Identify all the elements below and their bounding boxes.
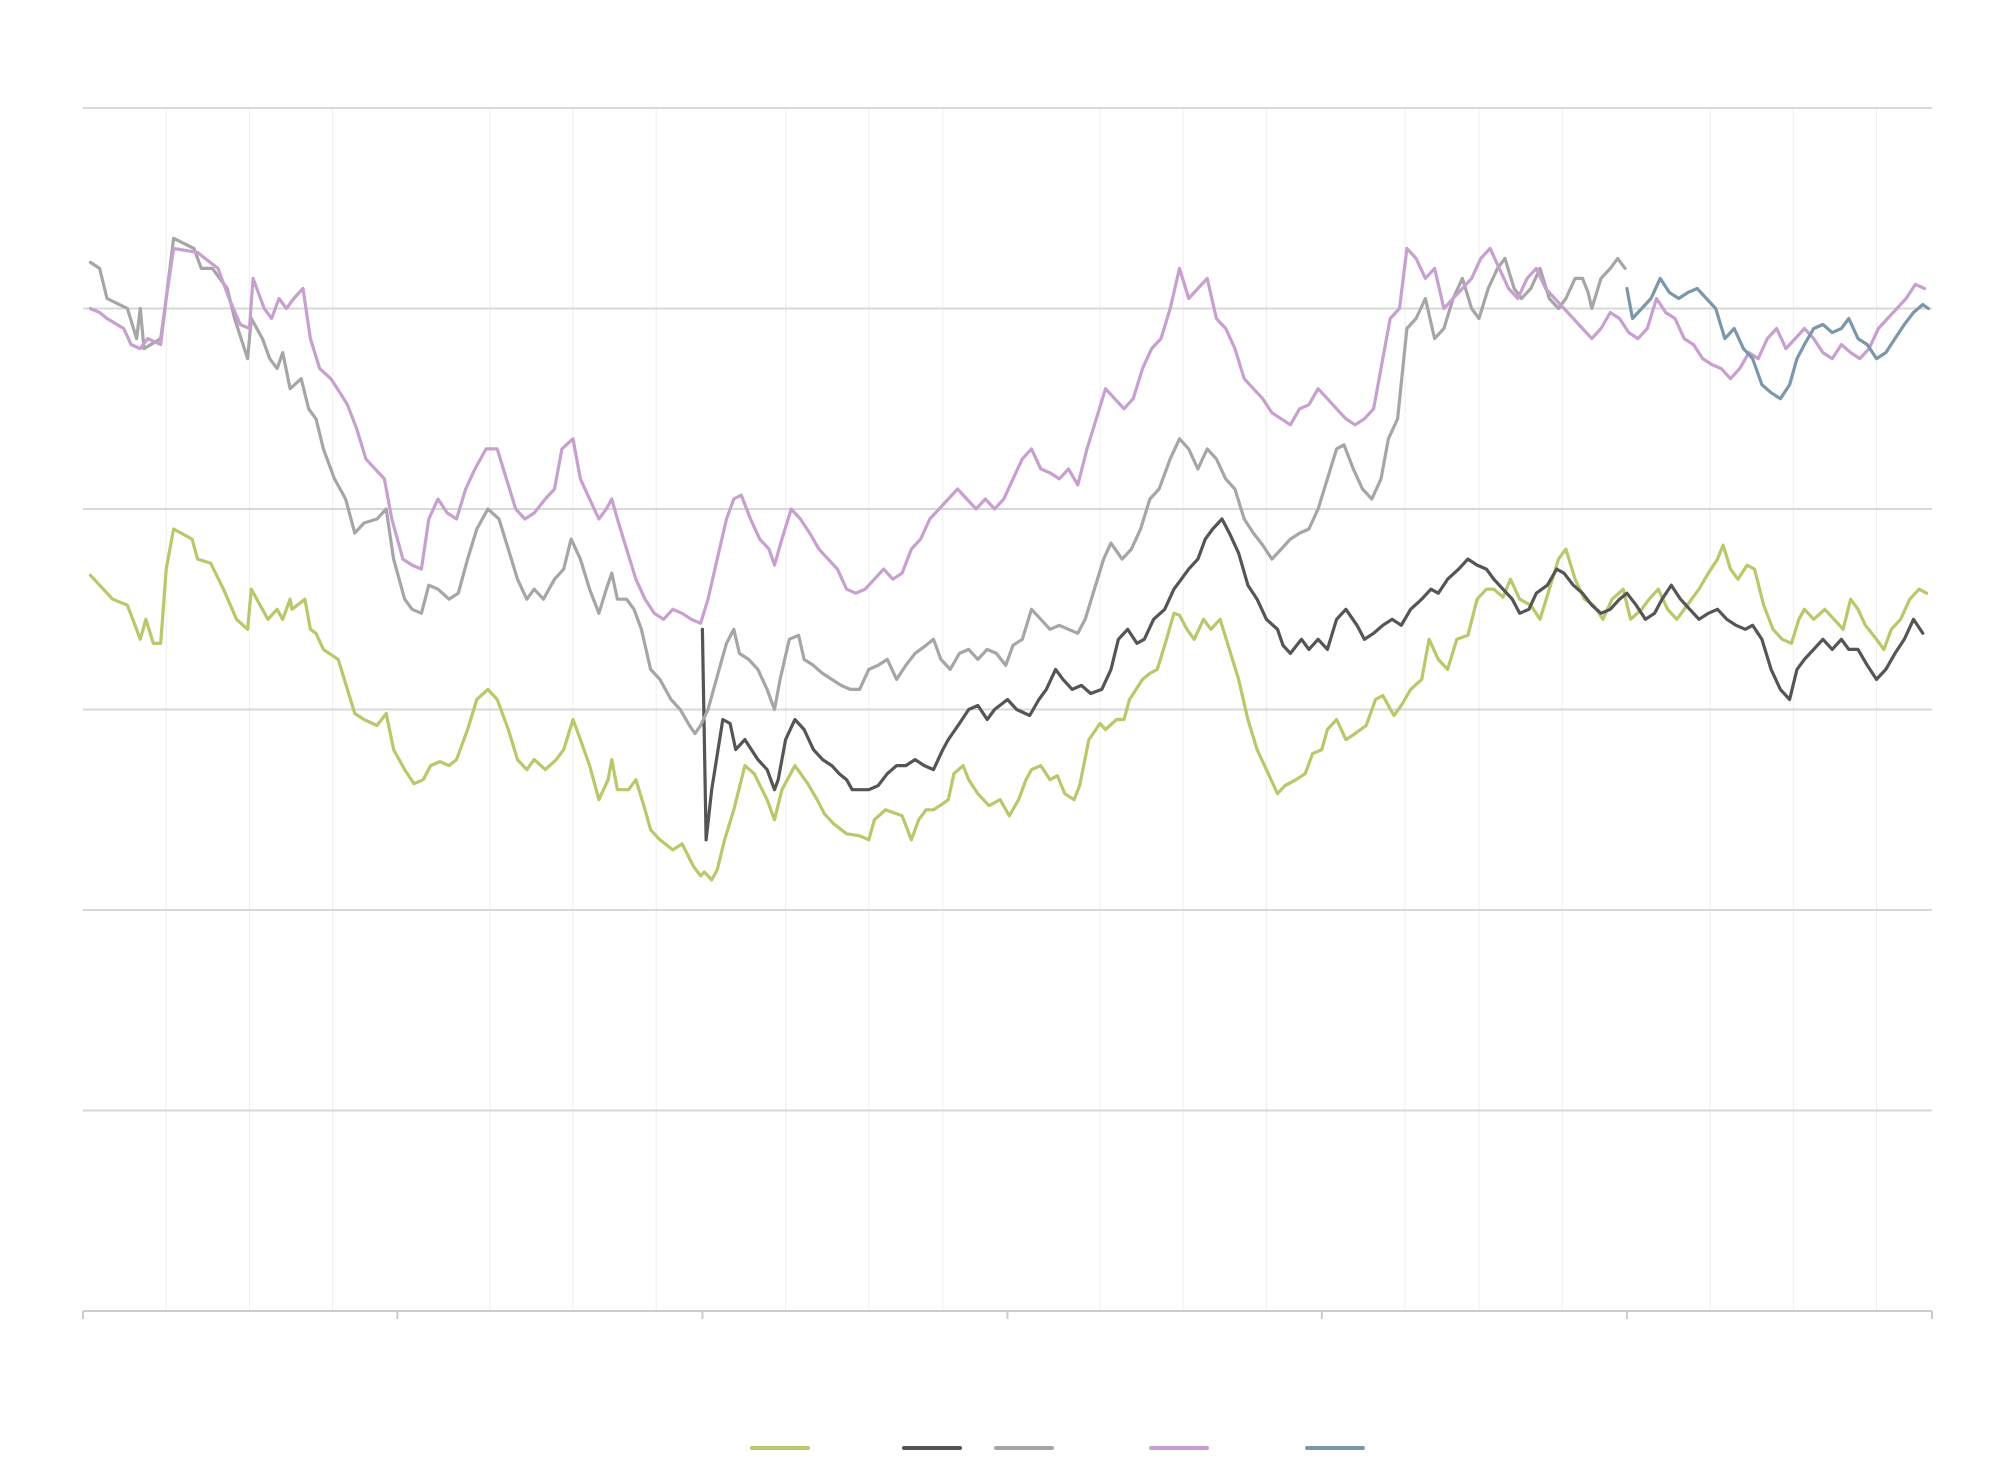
series-line-2 [700, 517, 1925, 842]
series-line-5 [1625, 276, 1930, 401]
series-line-4 [88, 246, 1927, 625]
series-lines [88, 236, 1930, 882]
series-line-1 [88, 527, 1929, 882]
x-axis [82, 1310, 1933, 1319]
series-line-3 [88, 236, 1627, 736]
